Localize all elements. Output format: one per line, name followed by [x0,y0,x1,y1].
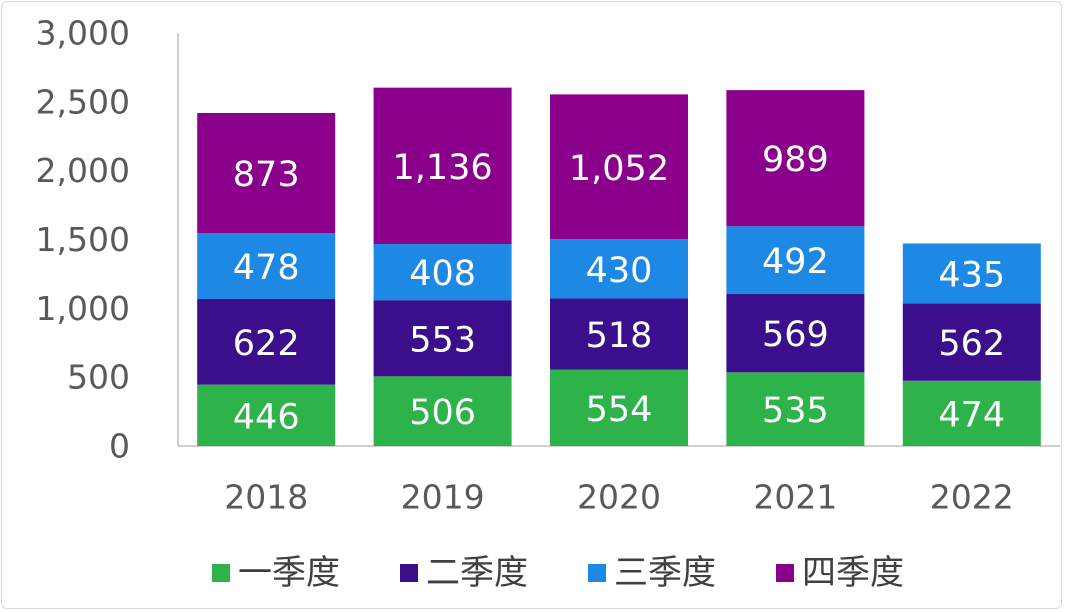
data-label: 446 [233,397,300,437]
bar-segment [373,87,512,245]
data-label: 562 [938,324,1005,364]
bar-segment [550,369,688,446]
y-tick-label: 1,500 [36,220,130,259]
data-label: 1,052 [569,149,669,189]
bar-segment [197,233,336,299]
y-tick-label: 3,000 [36,14,130,53]
data-label: 492 [762,242,829,282]
y-tick-label: 2,000 [36,151,130,190]
data-label: 408 [409,254,476,294]
legend-label: 一季度 [238,553,340,593]
y-tick-label: 1,000 [36,289,130,328]
bar-segment [373,244,512,301]
y-tick-label: 0 [109,427,130,466]
data-label: 474 [938,395,1005,435]
x-tick-label: 2019 [401,478,485,517]
legend-swatch [212,564,230,582]
data-label: 1,136 [392,148,492,188]
data-label: 518 [586,316,653,356]
bar-segment [726,90,865,227]
legend-swatch [400,564,418,582]
legend-swatch [776,564,794,582]
data-label: 569 [762,315,829,355]
data-label: 430 [586,251,653,291]
y-tick-label: 500 [67,358,130,397]
bar-segment [373,376,512,446]
bar-segment [902,243,1041,304]
bar-segment [550,239,688,299]
bar-segment [197,112,336,234]
bar-segment [726,226,865,295]
y-tick-label: 2,500 [36,82,130,121]
y-tick-labels: 0 500 1,000 1,500 2,000 2,500 3,000 [36,14,130,466]
data-label: 989 [762,140,829,180]
bar-group [197,87,1041,446]
bar-segment [373,300,512,377]
data-label: 478 [233,248,300,288]
x-tick-label: 2018 [224,478,308,517]
data-labels: 446 622 478 873 506 553 408 1,136 554 518 430 1,052… [233,140,1005,437]
bar-segment [197,298,336,385]
data-label: 506 [409,393,476,433]
legend-label: 三季度 [614,553,716,593]
bar-segment [902,380,1041,446]
legend-swatch [588,564,606,582]
bar-segment [902,303,1041,381]
x-tick-labels: 2018 2019 2020 2021 2022 [224,478,1014,517]
bar-segment [550,94,688,240]
x-tick-label: 2020 [577,478,661,517]
x-tick-label: 2021 [753,478,837,517]
bar-segment [726,294,865,373]
legend-label: 二季度 [426,553,528,593]
data-label: 553 [409,320,476,360]
legend: 一季度 二季度 三季度 四季度 [212,553,904,593]
bar-segment [726,372,865,446]
data-label: 873 [233,155,300,195]
bar-segment [550,298,688,370]
data-label: 622 [233,324,300,364]
legend-label: 四季度 [802,553,904,593]
data-label: 554 [586,390,653,430]
bar-segment [197,384,336,446]
data-label: 535 [762,391,829,431]
x-tick-label: 2022 [930,478,1014,517]
data-label: 435 [938,255,1005,295]
